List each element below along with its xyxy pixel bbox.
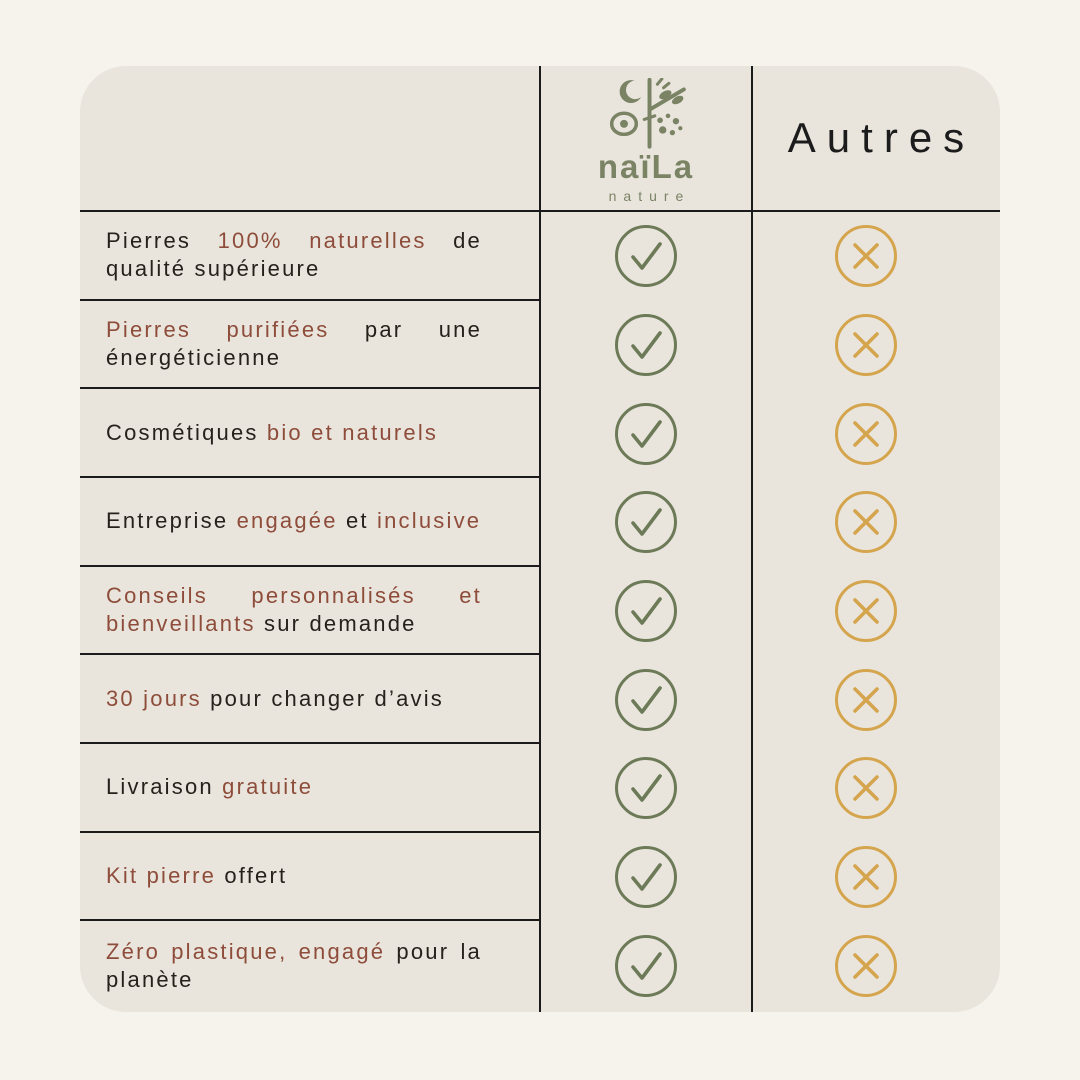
feature-row: 30 jours pour changer d’avis [80, 655, 1000, 745]
moon-branch-eye-seeds-icon [609, 77, 686, 149]
competitor-mark-cell [742, 301, 990, 390]
naila-mark-cell [540, 744, 752, 833]
check-circle-icon [615, 846, 677, 909]
feature-label-cell: Livraison gratuite [80, 744, 540, 833]
x-circle-icon [835, 314, 897, 376]
column-divider-right [751, 66, 753, 1012]
feature-text-dark: de qualité supérieure [106, 228, 482, 282]
x-circle-icon [835, 580, 897, 643]
feature-row: Pierres purifiées par une énergéticienne [80, 301, 1000, 390]
competitor-mark-cell [742, 567, 990, 656]
x-circle-icon [835, 757, 897, 820]
feature-text-accent: Conseils personnalisés et bienveillants [106, 583, 482, 637]
naila-mark-cell [540, 389, 752, 478]
competitor-header-cell: Autres [752, 66, 1000, 210]
check-circle-icon [615, 314, 677, 376]
feature-label-cell: Pierres purifiées par une énergéticienne [80, 301, 540, 390]
x-circle-icon [835, 402, 897, 465]
feature-text-accent: 30 jours [106, 685, 202, 711]
competitor-mark-cell [742, 655, 990, 744]
feature-label: Entreprise engagée et inclusive [106, 507, 482, 535]
feature-label: Pierres 100% naturelles de qualité supér… [106, 227, 482, 283]
feature-label: Pierres purifiées par une énergéticienne [106, 316, 482, 372]
naila-mark-cell [540, 655, 752, 744]
column-divider-left [539, 66, 541, 1012]
feature-row: Livraison gratuite [80, 744, 1000, 833]
feature-text-dark: Entreprise [106, 508, 237, 534]
feature-text-dark: pour la planète [106, 938, 482, 992]
feature-text-accent: inclusive [377, 508, 482, 534]
competitor-label: Autres [787, 114, 976, 161]
check-circle-icon [615, 668, 677, 731]
check-circle-icon [615, 225, 677, 288]
check-circle-icon [615, 757, 677, 820]
feature-text-accent: Kit pierre [106, 863, 217, 889]
naila-mark-cell [540, 478, 752, 567]
feature-label: Cosmétiques bio et naturels [106, 419, 482, 447]
header-feature-cell [80, 66, 540, 210]
comparison-card: naïLa nature Autres Pierres 100% naturel… [80, 66, 1000, 1012]
naila-mark-cell [540, 301, 752, 390]
brand-name: naïLa [597, 147, 695, 185]
feature-text-accent: 100% naturelles [217, 228, 427, 254]
brand-subtitle: nature [608, 188, 691, 205]
check-circle-icon [615, 934, 677, 997]
check-circle-icon [615, 580, 677, 643]
competitor-mark-cell [742, 833, 990, 922]
feature-label: Zéro plastique, engagé pour la planète [106, 938, 482, 994]
feature-text-dark: pour changer d’avis [201, 685, 444, 711]
naila-mark-cell [540, 567, 752, 656]
naila-mark-cell [540, 921, 752, 1010]
feature-label-cell: 30 jours pour changer d’avis [80, 655, 540, 745]
feature-row: Zéro plastique, engagé pour la planète [80, 921, 1000, 1010]
feature-text-accent: bio et naturels [266, 419, 439, 445]
feature-row: Entreprise engagée et inclusive [80, 478, 1000, 567]
competitor-mark-cell [742, 389, 990, 478]
feature-row: Conseils personnalisés et bienveillants … [80, 567, 1000, 656]
feature-row: Pierres 100% naturelles de qualité supér… [80, 212, 1000, 301]
feature-text-dark: Livraison [106, 774, 223, 800]
feature-text-dark: et [337, 508, 378, 534]
x-circle-icon [835, 491, 897, 554]
competitor-mark-cell [742, 921, 990, 1010]
feature-row: Kit pierre offert [80, 833, 1000, 922]
feature-label: Conseils personnalisés et bienveillants … [106, 582, 482, 638]
feature-row: Cosmétiques bio et naturels [80, 389, 1000, 479]
x-circle-icon [835, 846, 897, 909]
header-row: naïLa nature Autres [80, 66, 1000, 212]
naila-mark-cell [540, 212, 752, 301]
x-circle-icon [835, 934, 897, 997]
feature-text-dark: Cosmétiques [106, 419, 267, 445]
competitor-mark-cell [742, 744, 990, 833]
feature-label-cell: Conseils personnalisés et bienveillants … [80, 567, 540, 656]
feature-label-cell: Zéro plastique, engagé pour la planète [80, 921, 540, 1010]
feature-text-accent: gratuite [222, 774, 314, 800]
check-circle-icon [615, 402, 677, 465]
feature-text-dark: offert [216, 863, 288, 889]
check-circle-icon [615, 491, 677, 554]
feature-label: Livraison gratuite [106, 773, 482, 801]
feature-rows: Pierres 100% naturelles de qualité supér… [80, 212, 1000, 1010]
competitor-mark-cell [742, 478, 990, 567]
feature-label-cell: Pierres 100% naturelles de qualité supér… [80, 212, 540, 301]
feature-label-cell: Entreprise engagée et inclusive [80, 478, 540, 567]
x-circle-icon [835, 668, 897, 731]
feature-text-accent: Zéro plastique, engagé [106, 938, 386, 964]
naila-mark-cell [540, 833, 752, 922]
x-circle-icon [835, 225, 897, 288]
feature-label-cell: Kit pierre offert [80, 833, 540, 922]
feature-label: 30 jours pour changer d’avis [106, 685, 482, 713]
brand-header-cell: naïLa nature [540, 66, 752, 210]
feature-text-dark: Pierres [106, 228, 218, 254]
feature-text-dark: sur demande [255, 611, 417, 637]
competitor-mark-cell [742, 212, 990, 301]
feature-text-dark: par une énergéticienne [106, 317, 483, 370]
feature-text-accent: Pierres purifiées [106, 317, 330, 342]
feature-label: Kit pierre offert [106, 862, 482, 890]
feature-label-cell: Cosmétiques bio et naturels [80, 389, 540, 479]
feature-text-accent: engagée [236, 508, 338, 534]
